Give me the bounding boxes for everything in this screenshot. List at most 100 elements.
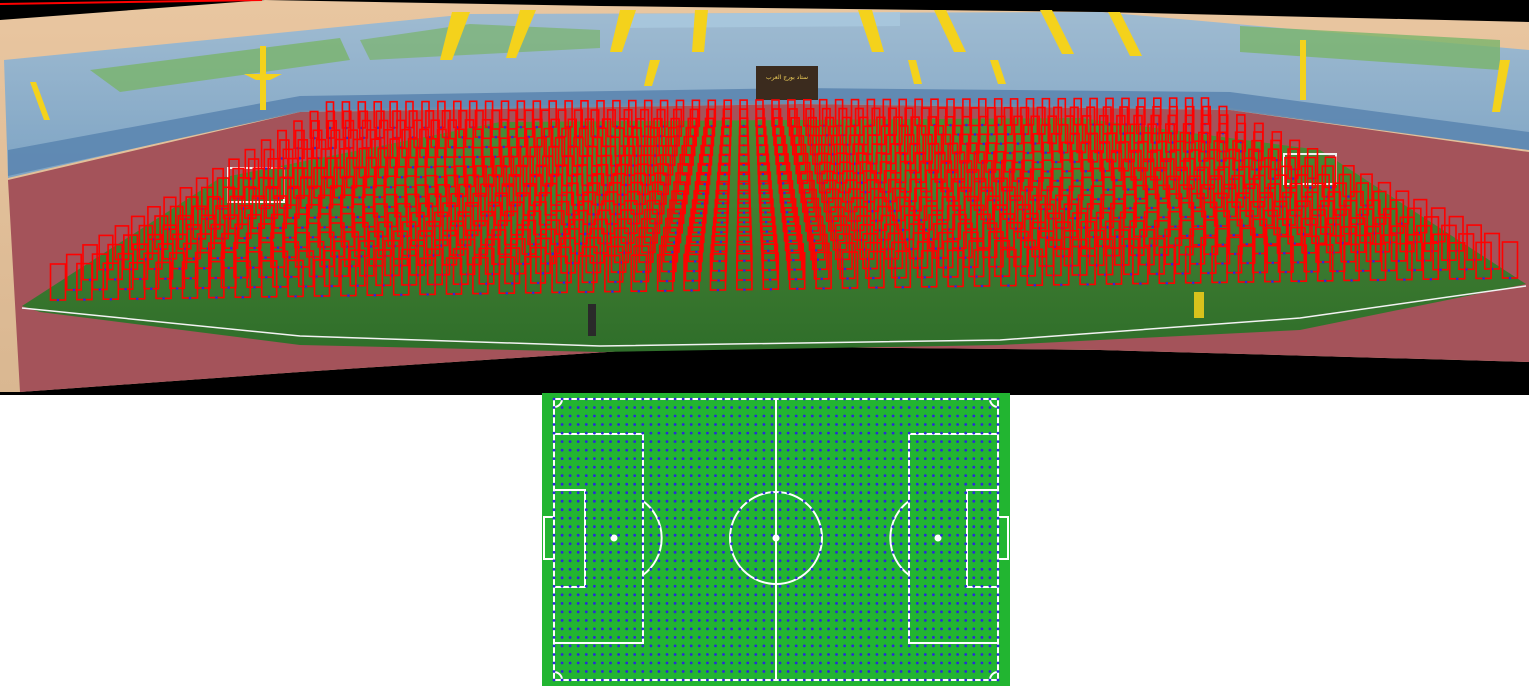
pitch-point [819,619,822,622]
pitch-point [552,627,556,631]
pitch-point [568,406,572,409]
pitch-point [988,678,992,682]
pitch-point [714,397,717,401]
grid-point [253,285,256,289]
pitch-point [996,653,1000,656]
pitch-point [915,499,919,503]
grid-point [792,258,795,262]
pitch-point [940,431,943,435]
pitch-point [714,644,717,648]
pitch-point [633,559,637,563]
pitch-point [730,670,733,673]
grid-point [982,142,985,146]
pitch-point [609,593,612,597]
pitch-point [730,653,733,656]
pitch-point [665,533,669,537]
pitch-point [794,516,798,520]
grid-point [188,296,192,300]
pitch-point [738,593,742,597]
grid-point [1076,179,1079,182]
pitch-point [899,550,903,554]
pitch-point [665,542,669,546]
pitch-point [988,406,992,409]
pitch-point [932,499,935,503]
pitch-point [722,499,725,503]
pitch-point [633,550,637,554]
pitch-point [730,678,733,682]
pitch-point [641,406,645,409]
grid-point [901,228,905,232]
grid-point [419,175,423,179]
pitch-point [940,465,943,469]
pitch-point [689,653,693,656]
pitch-point [851,465,855,469]
pitch-point [794,567,798,571]
pitch-point [915,636,919,639]
pitch-point [673,670,677,673]
pitch-point [899,440,903,443]
pitch-point [996,482,1000,486]
grid-point [1155,272,1159,276]
pitch-point [601,482,604,486]
pitch-point [972,610,976,614]
pitch-point [665,474,669,477]
pitch-point [625,584,629,588]
pitch-point [681,465,685,469]
pitch-point [738,525,742,529]
pitch-point [778,414,782,418]
pitch-point [778,644,782,648]
pitch-point [843,406,846,409]
pitch-point [568,516,572,520]
pitch-point [891,550,895,554]
pitch-point [568,457,572,460]
pitch-point [923,542,927,546]
pitch-point [681,602,685,605]
pitch-point [657,465,661,469]
pitch-point [552,457,556,460]
pitch-point [907,525,911,529]
pitch-point [641,448,645,452]
pitch-point [730,491,733,495]
pitch-point [754,644,758,648]
pitch-point [827,644,830,648]
pitch-point [593,584,596,588]
grid-point [742,211,746,214]
pitch-point [722,533,725,537]
pitch-point [730,465,733,469]
pitch-point [730,508,733,512]
pitch-point [738,516,742,520]
pitch-point [827,593,830,597]
pitch-point [770,406,774,409]
pitch-point [770,602,774,605]
pitch-point [802,482,806,486]
pitch-point [746,610,750,614]
pitch-point [689,457,693,460]
pitch-point [964,550,968,554]
pitch-point [972,678,976,682]
pitch-point [819,670,822,673]
pitch-point [948,499,951,503]
pitch-point [899,525,903,529]
pitch-point [940,567,943,571]
pitch-point [859,670,863,673]
grid-point [1046,236,1049,239]
pitch-point [689,448,693,452]
grid-point [399,293,403,297]
pitch-point [810,423,814,426]
grid-point [822,287,825,290]
pitch-point [819,559,822,563]
grid-point [820,277,823,281]
pitch-point [835,423,838,426]
pitch-point [657,406,661,409]
pitch-point [786,584,790,588]
pitch-point [996,644,1000,648]
pitch-point [956,584,959,588]
pitch-point [673,423,677,426]
pitch-point [601,636,604,639]
pitch-point [891,525,895,529]
pitch-point [625,499,629,503]
pitch-point [996,508,1000,512]
grid-point [304,285,308,288]
pitch-point [746,670,750,673]
pitch-point [617,661,620,665]
